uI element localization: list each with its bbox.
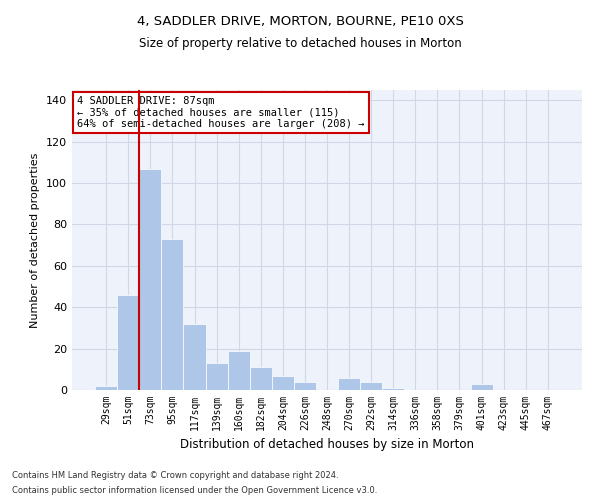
Bar <box>206 363 227 390</box>
Y-axis label: Number of detached properties: Number of detached properties <box>31 152 40 328</box>
Bar <box>382 388 404 390</box>
Bar <box>117 295 139 390</box>
Text: 4, SADDLER DRIVE, MORTON, BOURNE, PE10 0XS: 4, SADDLER DRIVE, MORTON, BOURNE, PE10 0… <box>137 15 463 28</box>
X-axis label: Distribution of detached houses by size in Morton: Distribution of detached houses by size … <box>180 438 474 452</box>
Bar <box>470 384 493 390</box>
Bar <box>184 324 206 390</box>
Bar <box>338 378 360 390</box>
Text: Size of property relative to detached houses in Morton: Size of property relative to detached ho… <box>139 38 461 51</box>
Text: Contains public sector information licensed under the Open Government Licence v3: Contains public sector information licen… <box>12 486 377 495</box>
Text: Contains HM Land Registry data © Crown copyright and database right 2024.: Contains HM Land Registry data © Crown c… <box>12 471 338 480</box>
Text: 4 SADDLER DRIVE: 87sqm
← 35% of detached houses are smaller (115)
64% of semi-de: 4 SADDLER DRIVE: 87sqm ← 35% of detached… <box>77 96 365 129</box>
Bar <box>139 168 161 390</box>
Bar <box>250 367 272 390</box>
Bar <box>272 376 294 390</box>
Bar <box>360 382 382 390</box>
Bar <box>95 386 117 390</box>
Bar <box>161 239 184 390</box>
Bar <box>227 350 250 390</box>
Bar <box>294 382 316 390</box>
